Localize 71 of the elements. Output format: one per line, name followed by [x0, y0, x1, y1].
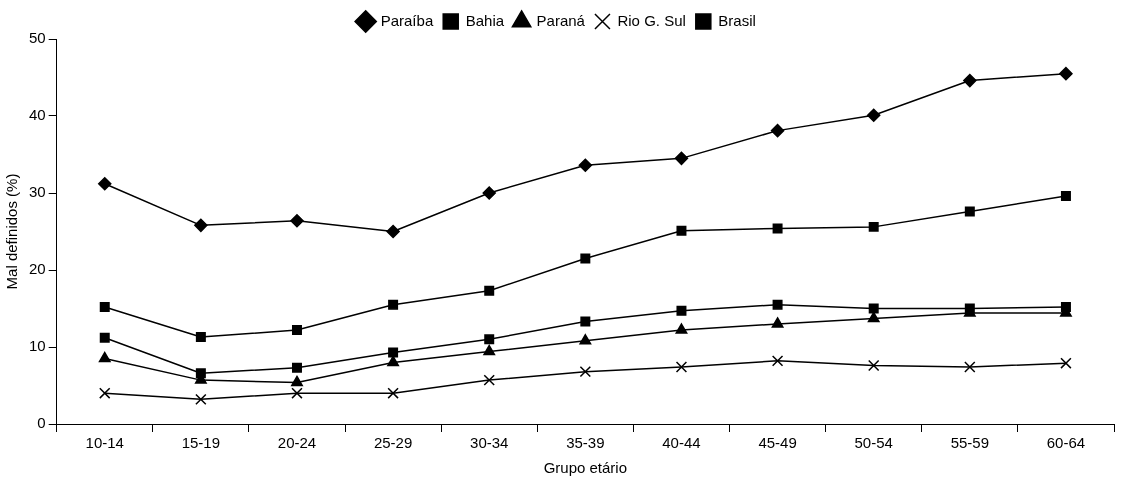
x-axis-title: Grupo etário — [543, 459, 628, 477]
y-tick-label: 20 — [29, 260, 46, 278]
y-tick-label: 10 — [29, 337, 46, 355]
point — [291, 387, 303, 399]
x-tick-label: 15-19 — [181, 434, 221, 452]
point — [194, 218, 208, 233]
point — [388, 299, 399, 310]
point — [195, 393, 207, 406]
point — [964, 206, 975, 217]
point — [484, 334, 495, 345]
point — [290, 213, 304, 228]
point — [963, 73, 977, 88]
point — [1060, 191, 1071, 202]
y-tick-label: 0 — [37, 414, 46, 432]
point — [483, 344, 496, 356]
legend-label: Paraíba — [380, 11, 434, 29]
point — [99, 387, 111, 399]
point — [387, 387, 399, 399]
x-tick-label: 40-44 — [662, 434, 701, 452]
point — [675, 361, 688, 373]
point — [868, 359, 880, 372]
x-tick-label: 45-49 — [758, 434, 797, 452]
point — [1059, 66, 1073, 81]
point — [291, 325, 302, 336]
point — [771, 355, 784, 367]
x-tick-label: 30-34 — [470, 434, 509, 452]
point — [579, 365, 592, 378]
x-tick-label: 35-39 — [566, 434, 605, 452]
point — [866, 108, 881, 122]
point — [676, 225, 687, 236]
point — [99, 301, 110, 312]
point — [676, 305, 687, 316]
point — [386, 224, 400, 239]
point — [580, 253, 591, 264]
y-axis-title: Mal definidos (%) — [3, 173, 21, 290]
point — [674, 151, 689, 166]
point — [98, 351, 111, 363]
point — [580, 316, 591, 327]
point — [868, 303, 879, 314]
point — [578, 158, 593, 173]
point — [291, 362, 302, 373]
point — [772, 299, 783, 310]
point — [388, 347, 399, 358]
point — [771, 317, 784, 328]
point — [484, 285, 495, 296]
point — [195, 332, 206, 342]
legend-label: Brasil — [718, 11, 756, 29]
point — [99, 332, 110, 343]
x-tick-label: 60-64 — [1046, 434, 1086, 452]
y-tick-label: 50 — [29, 29, 46, 47]
x-tick-label: 50-54 — [854, 434, 893, 452]
y-tick-label: 30 — [29, 183, 46, 201]
point — [579, 334, 592, 345]
point — [482, 186, 496, 200]
point — [770, 123, 785, 138]
point — [291, 375, 303, 387]
x-tick-label: 10-14 — [85, 434, 124, 452]
point — [868, 221, 879, 232]
x-tick-label: 25-29 — [373, 434, 413, 452]
point — [964, 361, 976, 373]
legend-label: Bahia — [465, 11, 505, 29]
legend-label: Rio G. Sul — [617, 11, 686, 29]
point — [772, 223, 783, 234]
point — [1060, 357, 1072, 369]
x-tick-label: 55-59 — [950, 434, 990, 452]
point — [483, 374, 495, 386]
legend-label: Paraná — [536, 11, 586, 29]
x-tick-label: 20-24 — [277, 434, 317, 452]
y-tick-label: 40 — [29, 106, 46, 124]
point — [97, 177, 112, 191]
point — [675, 323, 688, 334]
